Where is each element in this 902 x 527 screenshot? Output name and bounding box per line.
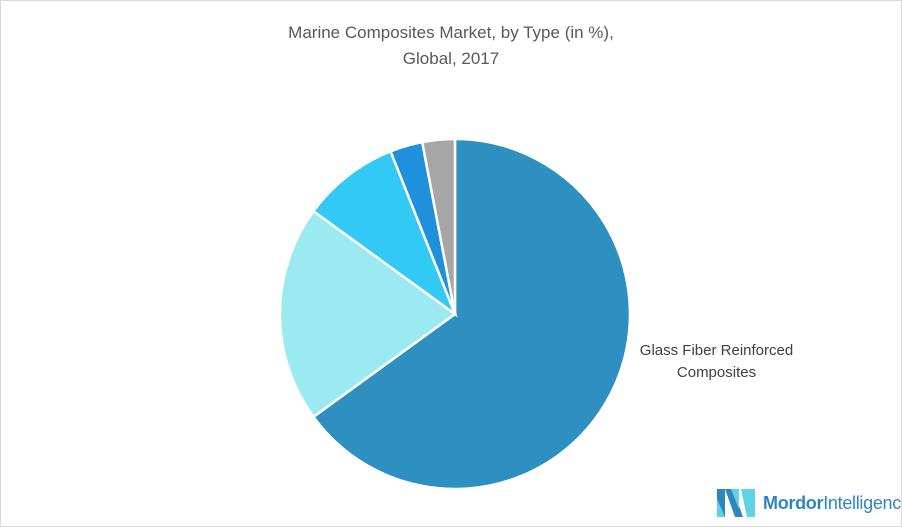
- logo-text: MordorIntelligence: [763, 492, 902, 514]
- pie-slice-3: [311, 149, 458, 318]
- pie-slice-5: [420, 137, 457, 315]
- slice-label-glass-fiber: Glass Fiber Reinforced Composites: [629, 340, 804, 384]
- pie-slice-1: [311, 137, 632, 491]
- slice-label-line2: Composites: [676, 364, 757, 381]
- mordor-intelligence-logo: MordorIntelligence: [717, 489, 902, 517]
- slice-label-line1: Glass Fiber Reinforced: [639, 342, 794, 359]
- pie-slice-2: [278, 209, 458, 419]
- logo-mark-icon: [717, 489, 755, 517]
- logo-text-rest: Intelligence: [823, 492, 902, 513]
- chart-title-line2: Global, 2017: [402, 49, 500, 68]
- chart-title-line1: Marine Composites Market, by Type (in %)…: [288, 23, 614, 42]
- logo-text-bold: Mordor: [763, 492, 824, 513]
- chart-title: Marine Composites Market, by Type (in %)…: [1, 20, 901, 72]
